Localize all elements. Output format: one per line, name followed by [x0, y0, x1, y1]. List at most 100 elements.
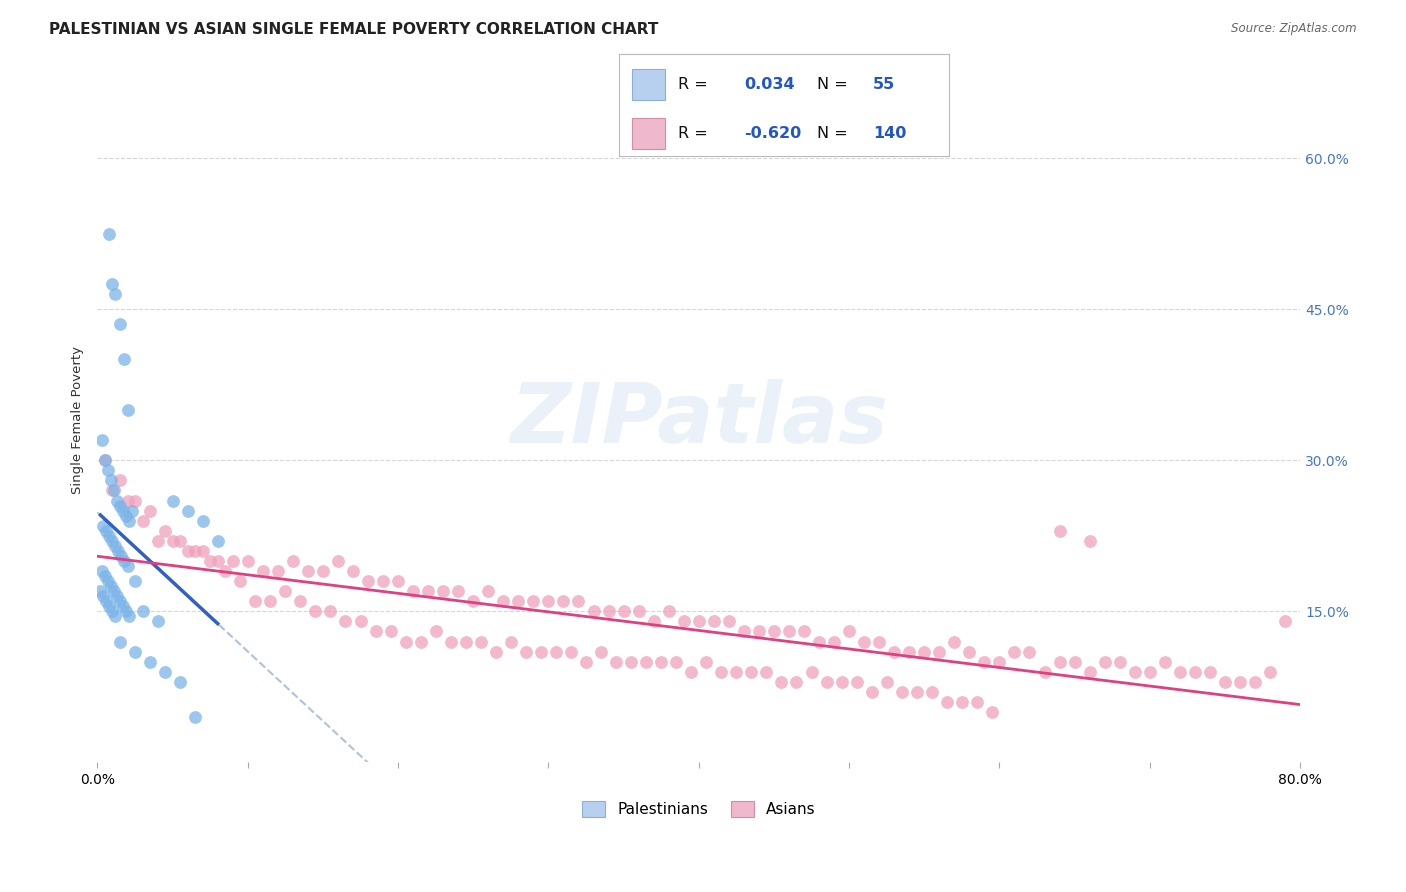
Point — [169, 674, 191, 689]
Point — [100, 474, 122, 488]
Point — [101, 604, 124, 618]
Point — [1049, 524, 1071, 538]
Point — [883, 645, 905, 659]
Point — [118, 514, 141, 528]
Point — [101, 277, 124, 291]
Point — [222, 554, 245, 568]
Point — [898, 645, 921, 659]
Point — [537, 594, 560, 608]
Point — [94, 569, 117, 583]
Point — [297, 564, 319, 578]
Point — [831, 674, 853, 689]
Point — [103, 584, 125, 599]
Text: 140: 140 — [873, 126, 907, 141]
Point — [91, 564, 114, 578]
Point — [117, 559, 139, 574]
Point — [198, 554, 221, 568]
Point — [117, 493, 139, 508]
Point — [98, 529, 121, 543]
Point — [281, 554, 304, 568]
Point — [94, 453, 117, 467]
Point — [387, 574, 409, 588]
Point — [153, 524, 176, 538]
Point — [176, 503, 198, 517]
Point — [868, 634, 890, 648]
Point — [454, 634, 477, 648]
Point — [973, 655, 995, 669]
Point — [988, 655, 1011, 669]
Point — [100, 579, 122, 593]
Point — [103, 483, 125, 498]
Point — [394, 634, 416, 648]
Point — [357, 574, 380, 588]
Point — [110, 549, 132, 563]
Point — [755, 665, 778, 679]
Text: N =: N = — [817, 126, 853, 141]
Point — [582, 604, 605, 618]
Point — [785, 674, 807, 689]
Point — [96, 524, 118, 538]
Point — [425, 624, 447, 639]
Point — [1018, 645, 1040, 659]
Point — [124, 645, 146, 659]
Point — [98, 599, 121, 614]
Point — [890, 685, 912, 699]
Point — [762, 624, 785, 639]
Point — [778, 624, 800, 639]
Point — [131, 604, 153, 618]
Point — [117, 402, 139, 417]
Point — [121, 503, 143, 517]
Point — [553, 594, 575, 608]
Point — [605, 655, 627, 669]
Point — [508, 594, 530, 608]
Point — [252, 564, 274, 578]
Point — [229, 574, 252, 588]
Point — [93, 589, 115, 603]
Point — [131, 514, 153, 528]
Point — [1078, 533, 1101, 548]
Point — [236, 554, 259, 568]
FancyBboxPatch shape — [631, 69, 665, 100]
Point — [748, 624, 770, 639]
Point — [176, 544, 198, 558]
Point — [905, 685, 928, 699]
Point — [492, 594, 515, 608]
Point — [1049, 655, 1071, 669]
Point — [613, 604, 636, 618]
Point — [815, 674, 838, 689]
Point — [139, 503, 162, 517]
Point — [928, 645, 950, 659]
Point — [184, 544, 207, 558]
Point — [139, 655, 162, 669]
Point — [950, 695, 973, 709]
Point — [94, 453, 117, 467]
Point — [733, 624, 755, 639]
Point — [740, 665, 762, 679]
Point — [101, 483, 124, 498]
Point — [876, 674, 898, 689]
Point — [957, 645, 980, 659]
Point — [104, 539, 127, 553]
Point — [800, 665, 823, 679]
Point — [111, 503, 134, 517]
Point — [108, 634, 131, 648]
Point — [1033, 665, 1056, 679]
Text: 55: 55 — [873, 77, 896, 92]
Point — [567, 594, 589, 608]
Point — [620, 655, 643, 669]
Point — [402, 584, 425, 599]
Point — [636, 655, 658, 669]
Text: R =: R = — [678, 126, 713, 141]
Point — [304, 604, 326, 618]
Point — [912, 645, 935, 659]
Point — [371, 574, 394, 588]
Point — [921, 685, 943, 699]
Point — [162, 533, 184, 548]
Point — [364, 624, 387, 639]
Point — [658, 604, 681, 618]
Point — [808, 634, 831, 648]
Point — [522, 594, 544, 608]
Point — [104, 609, 127, 624]
Point — [560, 645, 582, 659]
Point — [191, 544, 214, 558]
